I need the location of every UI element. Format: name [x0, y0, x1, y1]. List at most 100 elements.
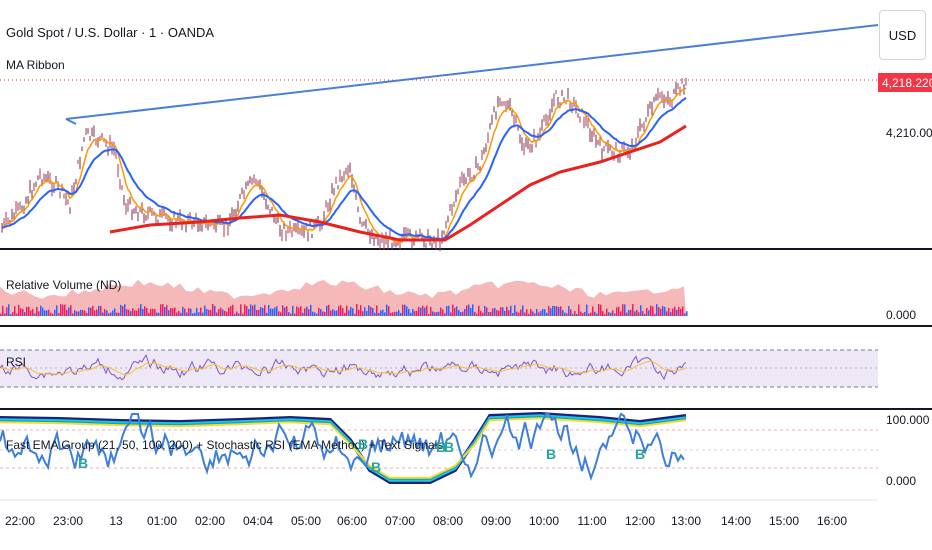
volume-bar: [596, 313, 598, 316]
volume-bar: [34, 313, 36, 316]
volume-bar: [226, 311, 228, 316]
ma-slow-line[interactable]: [109, 124, 687, 242]
time-axis-label: 04:04: [242, 514, 274, 528]
volume-bar: [312, 311, 314, 316]
currency-button[interactable]: USD: [879, 10, 926, 60]
time-axis-label: 13: [109, 514, 123, 528]
volume-bar: [340, 305, 342, 316]
volume-bar: [252, 305, 254, 316]
volume-bar: [612, 310, 614, 316]
volume-bar: [28, 306, 30, 316]
volume-bar: [164, 307, 166, 316]
volume-bar: [66, 309, 68, 316]
buy-signal-label: B: [635, 446, 646, 462]
volume-bar: [254, 304, 256, 316]
volume-bar: [116, 312, 118, 316]
volume-bar: [364, 307, 366, 316]
time-axis-label: 01:00: [146, 514, 178, 528]
volume-bar: [32, 309, 34, 316]
volume-bar: [644, 313, 646, 316]
volume-bar: [626, 312, 628, 316]
indicator-ma-ribbon-label[interactable]: MA Ribbon: [6, 58, 65, 72]
volume-bar: [444, 313, 446, 316]
volume-bar: [186, 312, 188, 316]
volume-bar: [86, 312, 88, 316]
volume-bar: [578, 304, 580, 316]
volume-bar: [94, 310, 96, 316]
volume-bar: [620, 311, 622, 316]
volume-bar: [550, 308, 552, 316]
volume-bar: [248, 309, 250, 316]
volume-bar: [216, 312, 218, 316]
symbol-title[interactable]: Gold Spot / U.S. Dollar · 1 · OANDA: [6, 25, 215, 40]
volume-bar: [360, 305, 362, 316]
rsi-line[interactable]: [0, 353, 687, 381]
rsi-ma-line[interactable]: [0, 360, 687, 376]
volume-bar: [616, 307, 618, 316]
volume-bar: [504, 310, 506, 316]
volume-bar: [464, 308, 466, 316]
ema-pane-title[interactable]: Fast EMA Group (21, 50, 100, 200) + Stoc…: [6, 438, 444, 452]
volume-bar: [156, 312, 158, 316]
rsi-pane-title[interactable]: RSI: [6, 355, 27, 369]
volume-bar: [286, 306, 288, 316]
ema-group-line[interactable]: [0, 417, 687, 479]
volume-bar: [24, 312, 26, 316]
ma-fast-line[interactable]: [1, 87, 687, 244]
volume-bar: [132, 308, 134, 316]
volume-bar: [98, 305, 100, 316]
volume-bar: [100, 305, 102, 316]
volume-bar: [402, 304, 404, 316]
volume-bar: [544, 309, 546, 316]
volume-bar: [190, 308, 192, 316]
volume-bar: [16, 313, 18, 316]
buy-signal-label: B: [78, 455, 89, 471]
volume-bar: [274, 307, 276, 316]
volume-bar: [484, 305, 486, 316]
volume-bar: [350, 306, 352, 316]
volume-bar: [480, 310, 482, 316]
volume-bar: [258, 309, 260, 316]
volume-bar: [26, 306, 28, 316]
volume-bar: [366, 310, 368, 316]
trendline-tail: [65, 118, 77, 125]
volume-bar: [14, 306, 16, 316]
buy-signal-label: B: [371, 459, 382, 475]
volume-bar: [530, 309, 532, 316]
volume-bar: [320, 309, 322, 316]
volume-bar: [222, 309, 224, 316]
volume-bar: [308, 309, 310, 316]
volume-bar: [452, 304, 454, 316]
volume-bar: [194, 312, 196, 316]
volume-bar: [606, 308, 608, 316]
volume-bar: [466, 305, 468, 316]
volume-bar: [106, 310, 108, 316]
volume-pane-title[interactable]: Relative Volume (ND): [6, 278, 122, 292]
time-axis-label: 12:00: [624, 514, 656, 528]
time-axis-label: 13:00: [670, 514, 702, 528]
volume-bar: [652, 306, 654, 316]
volume-bar: [384, 312, 386, 316]
volume-bar: [440, 307, 442, 316]
volume-bar: [322, 311, 324, 316]
stoch-rsi-line[interactable]: [0, 412, 685, 482]
volume-bar: [82, 309, 84, 316]
volume-bar: [192, 313, 194, 316]
volume-bar: [270, 308, 272, 316]
volume-bar: [416, 310, 418, 316]
volume-bar: [180, 312, 182, 316]
volume-bar: [462, 311, 464, 316]
ma-mid-line[interactable]: [1, 96, 687, 241]
volume-bar: [434, 312, 436, 316]
volume-bar: [298, 307, 300, 316]
volume-bar: [68, 307, 70, 316]
volume-bar: [650, 305, 652, 316]
time-axis-label: 14:00: [720, 514, 752, 528]
volume-bar: [428, 313, 430, 316]
volume-bar: [390, 313, 392, 316]
trendline[interactable]: [65, 24, 879, 120]
volume-bar: [18, 304, 20, 316]
volume-bar: [356, 304, 358, 316]
ema-axis-top-label: 100.000: [886, 413, 930, 427]
